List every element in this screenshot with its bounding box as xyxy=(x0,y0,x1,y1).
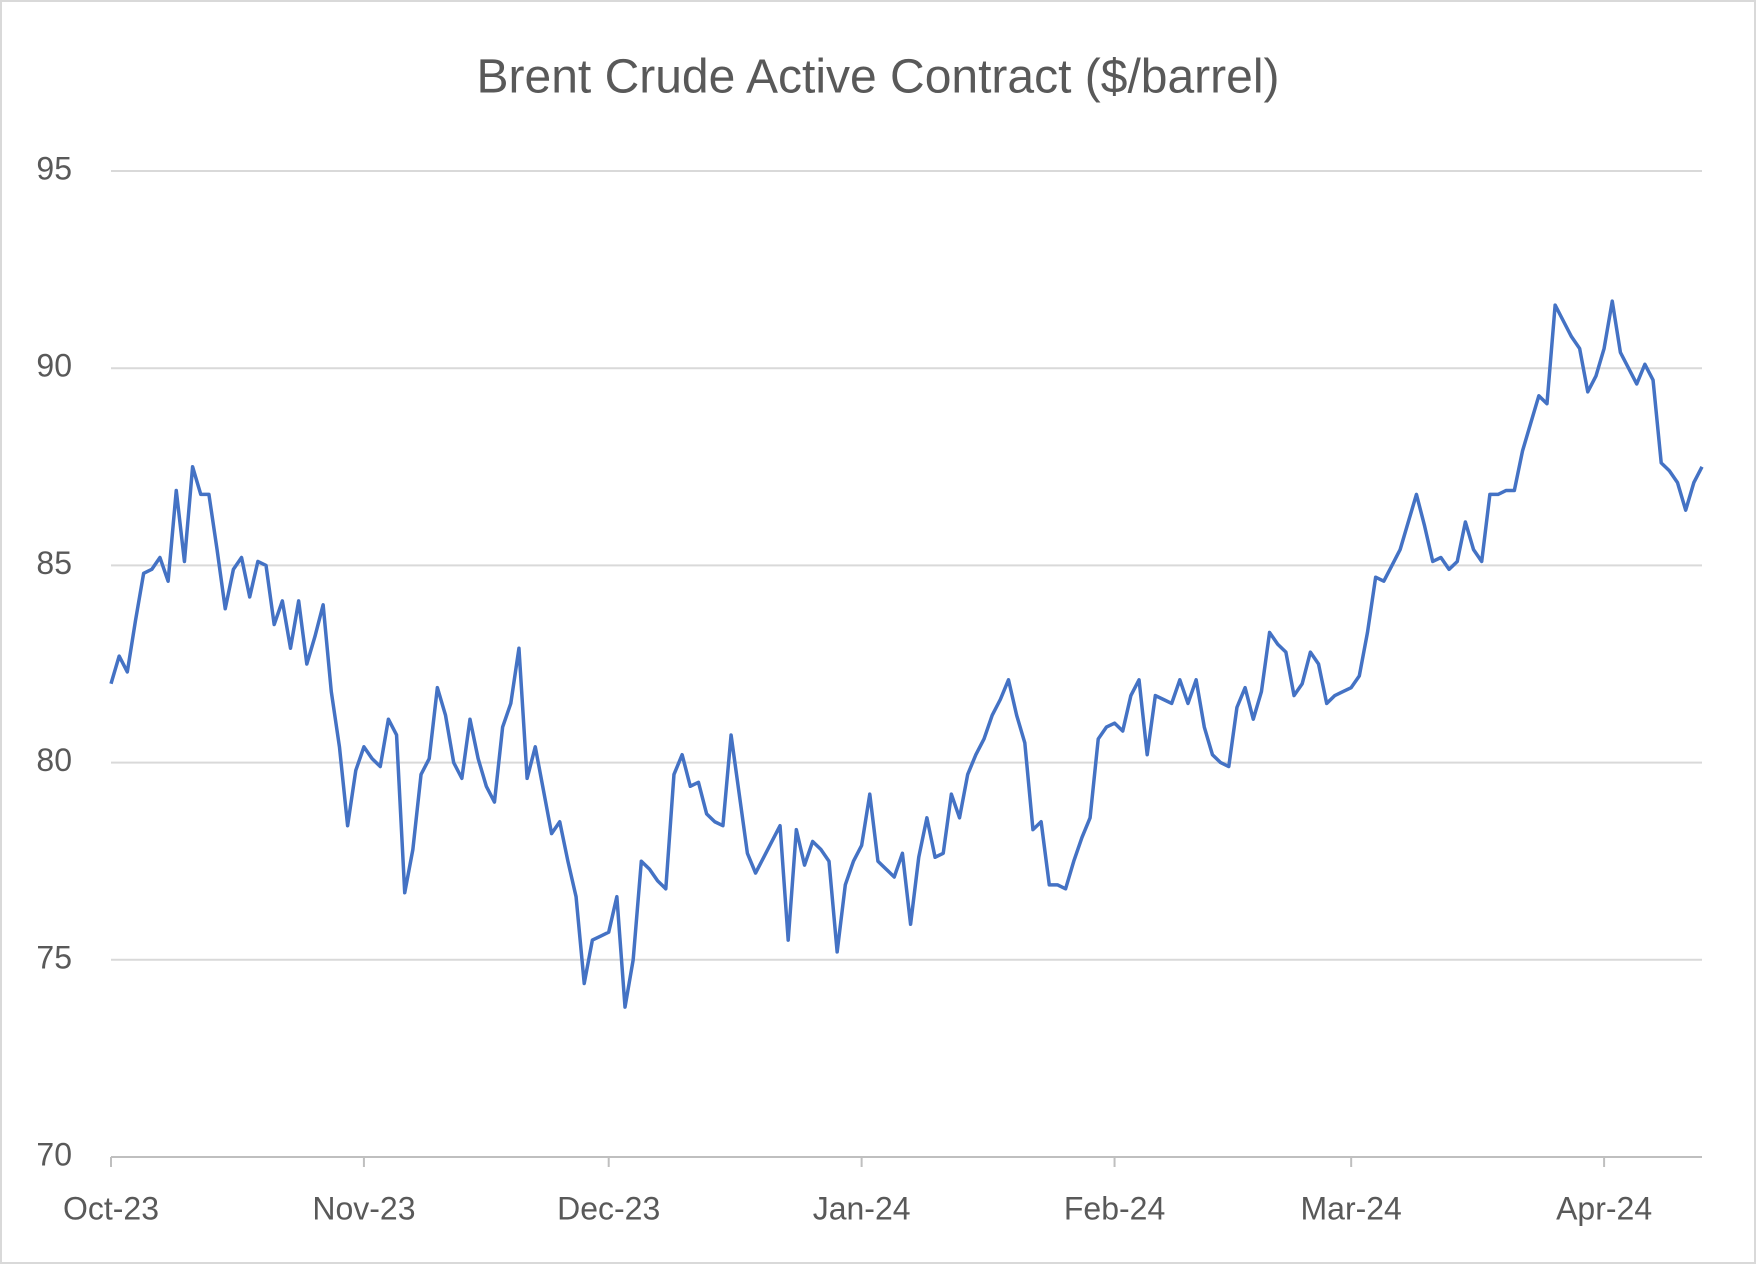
x-tick-label: Mar-24 xyxy=(1300,1190,1401,1226)
x-tick-label: Dec-23 xyxy=(557,1190,660,1226)
x-tick-label: Feb-24 xyxy=(1064,1190,1165,1226)
x-tick-label: Oct-23 xyxy=(63,1190,159,1226)
x-tick-label: Apr-24 xyxy=(1556,1190,1652,1226)
y-tick-label: 90 xyxy=(36,348,72,384)
y-tick-label: 70 xyxy=(36,1136,72,1172)
y-tick-label: 95 xyxy=(36,150,72,186)
y-tick-label: 85 xyxy=(36,545,72,581)
price-line xyxy=(109,299,1704,1009)
x-tick-label: Nov-23 xyxy=(312,1190,415,1226)
y-tick-label: 80 xyxy=(36,742,72,778)
y-tick-label: 75 xyxy=(36,939,72,975)
x-tick-label: Jan-24 xyxy=(813,1190,911,1226)
chart-title: Brent Crude Active Contract ($/barrel) xyxy=(477,51,1280,104)
